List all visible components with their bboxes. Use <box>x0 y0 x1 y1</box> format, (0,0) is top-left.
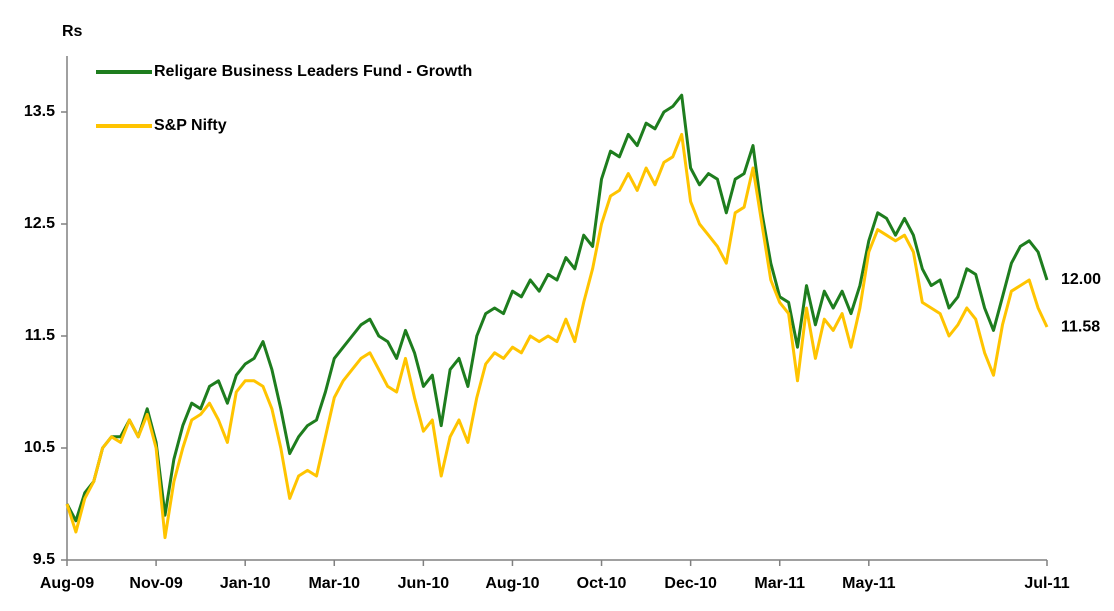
x-tick-label: Mar-10 <box>308 575 360 592</box>
x-tick-label: Oct-10 <box>577 575 627 592</box>
x-tick-label: May-11 <box>842 575 895 592</box>
series-line <box>65 132 1049 540</box>
x-tick-label: Nov-09 <box>129 575 182 592</box>
y-tick-label: 10.5 <box>24 439 55 456</box>
x-tick-label: Mar-11 <box>754 575 805 592</box>
x-tick-label: Dec-10 <box>664 575 717 592</box>
x-tick-label: Aug-09 <box>40 575 94 592</box>
x-tick-label: Aug-10 <box>485 575 539 592</box>
x-tick-label: Jul-11 <box>1024 575 1069 592</box>
series-line <box>65 93 1049 523</box>
y-tick-label: 12.5 <box>24 215 55 232</box>
y-axis-label: Rs <box>62 23 83 40</box>
data-label: 11.58 <box>1061 318 1100 335</box>
y-tick-label: 11.5 <box>25 327 55 344</box>
y-tick-label: 9.5 <box>33 551 55 568</box>
legend-label: S&P Nifty <box>154 117 227 134</box>
x-tick-label: Jan-10 <box>220 575 271 592</box>
data-label: 12.00 <box>1061 271 1101 288</box>
x-tick-label: Jun-10 <box>398 575 450 592</box>
y-tick-label: 13.5 <box>24 103 55 120</box>
legend-label: Religare Business Leaders Fund - Growth <box>154 63 472 80</box>
